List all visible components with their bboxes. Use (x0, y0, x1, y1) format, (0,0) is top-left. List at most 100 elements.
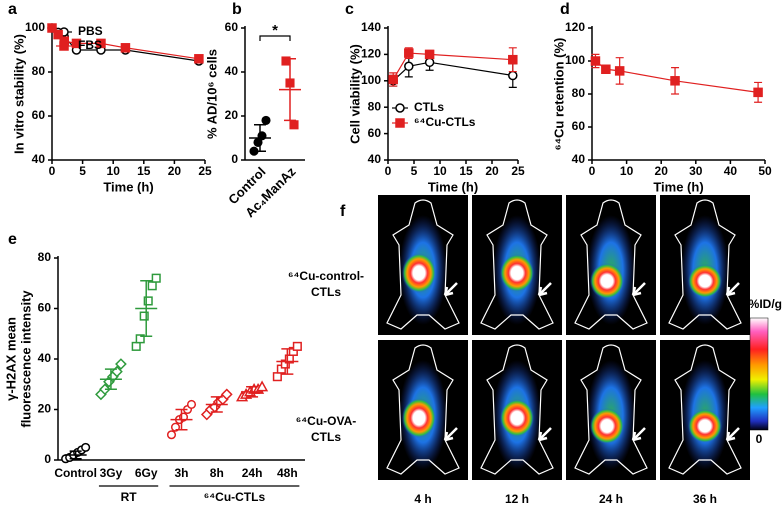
data-point (424, 57, 435, 68)
data-point (261, 115, 271, 125)
column-label: 4 h (414, 492, 431, 506)
data-point (96, 38, 106, 49)
sd-bar (140, 279, 153, 338)
arrow (537, 282, 552, 297)
data-point (131, 341, 141, 351)
data-point (81, 442, 91, 452)
mouse-outline (668, 344, 742, 475)
column-label: 36 h (693, 492, 717, 506)
series-line (392, 61, 513, 82)
y-tick-label: 120 (565, 20, 585, 34)
y-tick-label: 20 (225, 108, 239, 122)
x-axis-label: Time (h) (103, 179, 153, 194)
colorbar (749, 317, 769, 431)
x-tick-label: 10 (107, 164, 121, 178)
x-tick-label: 40 (724, 164, 738, 178)
panel-label: c (345, 1, 354, 18)
sd-bar (284, 58, 296, 122)
x-tick-label: 0 (49, 164, 56, 178)
data-point (404, 48, 414, 58)
x-tick-label: 5 (411, 164, 418, 178)
row-label: ⁶⁴Cu-OVA- (296, 414, 357, 428)
data-point (508, 54, 518, 65)
y-tick-label: 40 (572, 152, 586, 166)
y-axis-label: % AD/10⁶ cells (204, 49, 219, 139)
y-tick-label: 40 (368, 152, 382, 166)
mouse-outline (480, 199, 554, 330)
x-tick-label: 0 (385, 164, 392, 178)
sd-bar (281, 348, 294, 375)
x-tick-label: 20 (168, 164, 182, 178)
x-tick-label: 48h (277, 466, 298, 480)
sd-bar (104, 368, 117, 391)
y-axis-label: Cell viability (%) (347, 44, 362, 144)
data-point (272, 372, 282, 382)
data-point (151, 273, 161, 283)
y-tick-label: 80 (38, 250, 52, 264)
x-tick-label: 30 (689, 164, 703, 178)
data-point (753, 87, 763, 98)
legend-label: ⁶⁴Cu-CTLs (414, 115, 476, 129)
data-point (404, 61, 414, 72)
data-point (47, 23, 57, 33)
y-tick-label: 60 (572, 119, 586, 133)
x-tick-label: 25 (198, 164, 212, 178)
x-tick-label: 3h (174, 466, 188, 480)
arrow (443, 282, 458, 297)
data-point (614, 66, 625, 76)
data-point (194, 54, 204, 64)
y-tick-label: 60 (32, 108, 46, 122)
x-tick-label: 20 (655, 164, 669, 178)
panel-label: e (8, 231, 17, 248)
y-tick-label: 80 (572, 86, 586, 100)
y-axis-label: In vitro stability (%) (11, 34, 26, 154)
legend-marker (395, 103, 405, 113)
y-axis-label: fluorescence intensity (18, 290, 33, 428)
mouse-outline (574, 344, 648, 475)
y-axis-label: ⁶⁴Cu retention (%) (551, 38, 566, 151)
y-tick-label: 80 (32, 64, 46, 78)
data-point (115, 358, 127, 370)
x-tick-label: 15 (137, 164, 151, 178)
panel-label: a (8, 1, 17, 18)
mouse-outline (386, 199, 460, 330)
group-label: ⁶⁴Cu-CTLs (204, 490, 266, 504)
data-point (120, 43, 131, 53)
x-tick-label: 10 (620, 164, 634, 178)
panel-label: b (232, 1, 242, 18)
data-point (292, 341, 302, 351)
signal-hot (688, 409, 722, 443)
y-tick-label: 120 (361, 47, 381, 61)
y-tick-label: 40 (38, 351, 52, 365)
mouse-outline (480, 344, 554, 475)
y-tick-label: 0 (44, 452, 51, 466)
legend-label: PBS (78, 24, 103, 38)
significance-bracket (259, 35, 291, 41)
data-point (135, 334, 145, 344)
data-point (166, 430, 177, 440)
signal-hot (688, 264, 722, 298)
data-point (143, 296, 153, 306)
data-point (670, 76, 680, 86)
x-tick-label: 50 (758, 164, 772, 178)
colorbar-min-label: 0 (756, 432, 763, 446)
series-line (392, 52, 513, 80)
column-label: 12 h (505, 492, 529, 506)
data-point (601, 64, 611, 74)
row-label: CTLs (311, 285, 341, 299)
y-tick-label: 40 (32, 152, 46, 166)
x-tick-label: 10 (433, 164, 447, 178)
colorbar-max-label: 5 %ID/g (739, 297, 782, 311)
data-point (147, 281, 157, 291)
signal-hot (590, 408, 624, 444)
x-tick-label: 6Gy (135, 466, 158, 480)
y-tick-label: 60 (368, 126, 382, 140)
mouse-outline (574, 199, 648, 330)
arrow (537, 427, 552, 442)
row-label: ⁶⁴Cu-control- (288, 269, 364, 283)
arrow (443, 427, 458, 442)
panel-label: f (340, 203, 346, 220)
signal-hot (500, 399, 534, 437)
y-tick-label: 0 (231, 152, 238, 166)
column-label: 24 h (599, 492, 623, 506)
